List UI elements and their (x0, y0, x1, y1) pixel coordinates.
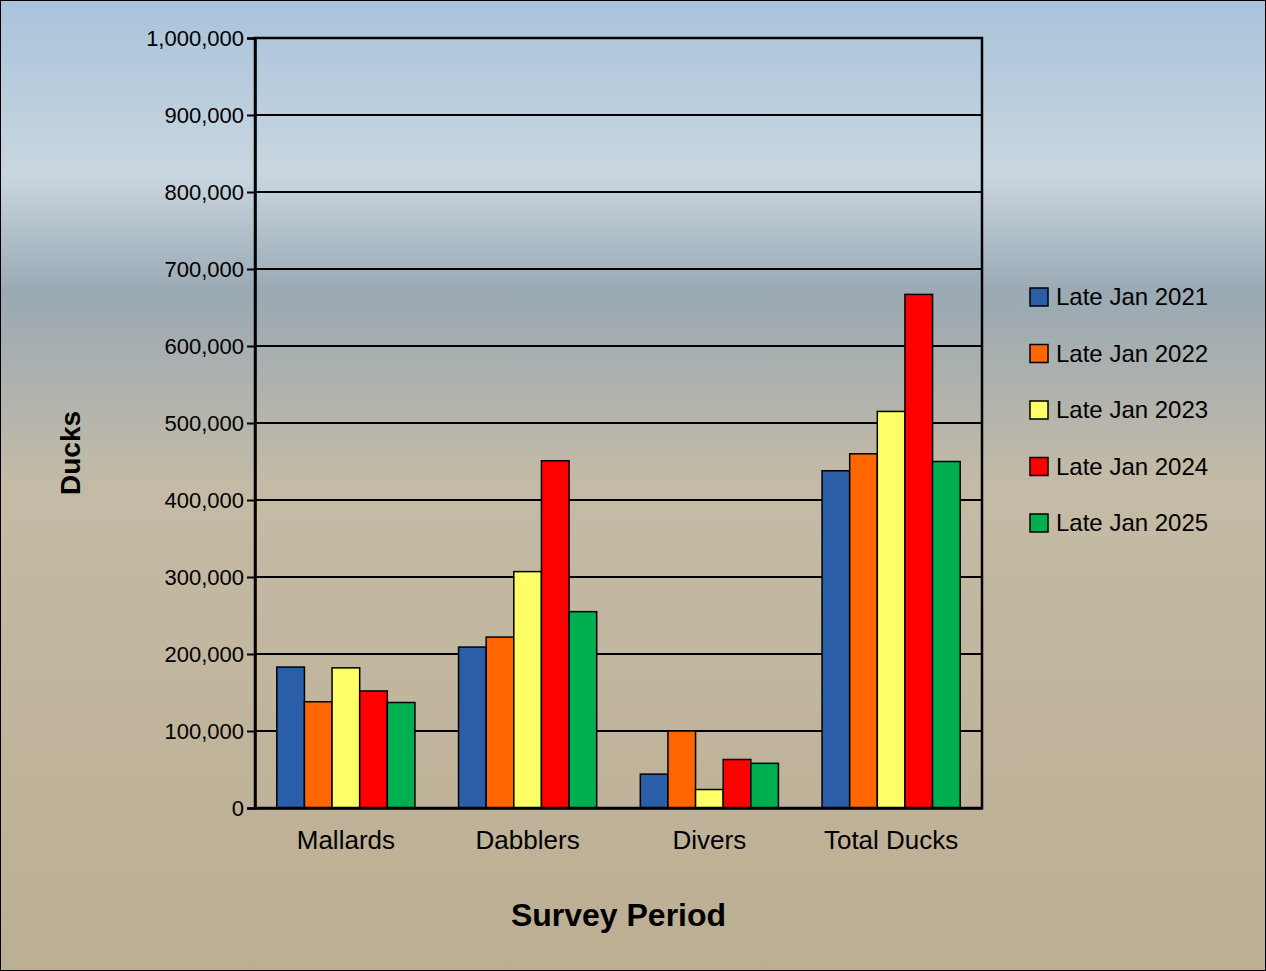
grid (255, 38, 982, 808)
grid-line (255, 191, 982, 193)
y-tick: 600,000 (164, 334, 255, 359)
y-tick-mark (247, 115, 255, 117)
bar-series (304, 454, 877, 808)
y-tick: 900,000 (164, 103, 255, 128)
x-tick-label: Total Ducks (824, 825, 958, 855)
bar (850, 454, 878, 808)
bar (905, 294, 933, 808)
bar (723, 759, 751, 808)
legend: Late Jan 2021 Late Jan 2022 Late Jan 2023 L… (1030, 283, 1208, 536)
plot-frame (255, 38, 982, 808)
y-tick-label: 800,000 (164, 180, 244, 205)
bar-series (387, 462, 960, 809)
y-tick: 700,000 (164, 257, 255, 282)
bar (696, 790, 724, 808)
y-tick-mark (247, 500, 255, 502)
y-tick-mark (247, 346, 255, 348)
grid-line (255, 114, 982, 116)
y-tick-label: 400,000 (164, 488, 244, 513)
bar (514, 572, 542, 808)
y-tick: 500,000 (164, 411, 255, 436)
grid-line (255, 345, 982, 347)
y-tick-mark (247, 577, 255, 579)
y-tick: 100,000 (164, 719, 255, 744)
y-tick: 400,000 (164, 488, 255, 513)
bar (459, 647, 487, 808)
legend-label: Late Jan 2025 (1056, 509, 1208, 536)
y-tick-label: 300,000 (164, 565, 244, 590)
bar (751, 763, 779, 808)
background (1, 1, 1266, 971)
x-tick-label: Mallards (297, 825, 395, 855)
legend-swatch (1030, 345, 1048, 363)
bar (360, 691, 388, 808)
y-tick-label: 200,000 (164, 642, 244, 667)
y-tick: 300,000 (164, 565, 255, 590)
y-tick-mark (247, 192, 255, 194)
grid-line (255, 268, 982, 270)
y-axis-line (247, 39, 256, 809)
y-tick-mark (247, 731, 255, 733)
legend-item: Late Jan 2023 (1030, 396, 1208, 423)
y-axis-title: Ducks (55, 411, 86, 495)
bar-series (360, 294, 933, 808)
y-tick-mark (247, 423, 255, 425)
bars (277, 294, 960, 808)
bar (277, 667, 305, 808)
y-tick-label: 100,000 (164, 719, 244, 744)
y-tick-mark (247, 654, 255, 656)
plot: 0 100,000 200,000 300,000 400,000 500,000 600,… (146, 26, 982, 856)
bar (486, 637, 514, 808)
chart: 0 100,000 200,000 300,000 400,000 500,000 600,… (0, 0, 1266, 971)
legend-item: Late Jan 2022 (1030, 340, 1208, 367)
bar (304, 702, 332, 808)
y-tick-label: 1,000,000 (146, 26, 244, 51)
y-tick-label: 900,000 (164, 103, 244, 128)
bar (877, 411, 905, 808)
grid-line (255, 807, 982, 809)
y-tick-mark (247, 269, 255, 271)
y-tick-label: 700,000 (164, 257, 244, 282)
x-tick: Dabblers (476, 808, 580, 855)
y-tick: 1,000,000 (146, 26, 255, 51)
x-tick-label: Dabblers (476, 825, 580, 855)
bar (387, 703, 415, 808)
legend-item: Late Jan 2024 (1030, 453, 1208, 480)
bar (933, 462, 961, 809)
y-axis: 0 100,000 200,000 300,000 400,000 500,000 600,… (146, 26, 255, 821)
x-axis-line (256, 807, 983, 810)
legend-swatch (1030, 514, 1048, 532)
legend-swatch (1030, 288, 1048, 306)
bar (332, 668, 360, 808)
bar (640, 774, 668, 808)
y-tick: 800,000 (164, 180, 255, 205)
x-axis: Mallards Dabblers Divers Total Ducks (256, 808, 983, 855)
y-tick: 200,000 (164, 642, 255, 667)
bar (541, 461, 569, 808)
bar-series (332, 411, 905, 808)
x-tick-label: Divers (673, 825, 747, 855)
legend-label: Late Jan 2022 (1056, 340, 1208, 367)
y-tick-label: 500,000 (164, 411, 244, 436)
x-axis-title: Survey Period (511, 897, 726, 933)
legend-item: Late Jan 2025 (1030, 509, 1208, 536)
grid-line (255, 422, 982, 424)
bar (668, 731, 696, 808)
y-tick-label: 600,000 (164, 334, 244, 359)
x-tick: Total Ducks (824, 808, 958, 855)
y-tick-mark (247, 808, 255, 810)
y-tick: 0 (232, 796, 255, 821)
bar (822, 471, 850, 808)
x-tick: Mallards (297, 808, 395, 855)
legend-swatch (1030, 401, 1048, 419)
y-tick-mark (247, 38, 255, 40)
legend-swatch (1030, 458, 1048, 476)
y-tick-label: 0 (232, 796, 244, 821)
x-tick: Divers (673, 808, 747, 855)
legend-label: Late Jan 2023 (1056, 396, 1208, 423)
legend-label: Late Jan 2024 (1056, 453, 1208, 480)
legend-label: Late Jan 2021 (1056, 283, 1208, 310)
bar (569, 612, 597, 808)
legend-item: Late Jan 2021 (1030, 283, 1208, 310)
